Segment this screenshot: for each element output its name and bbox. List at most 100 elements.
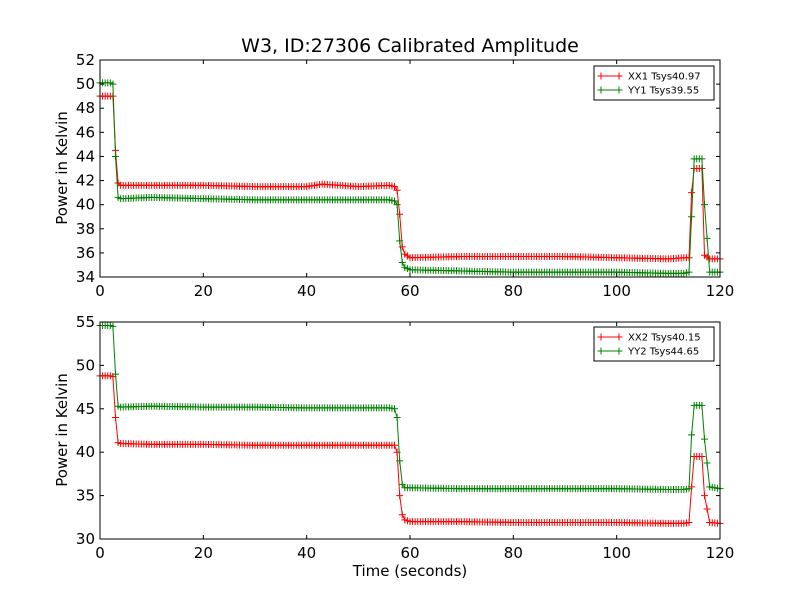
x-tick-label: 100 [602, 544, 631, 562]
top-y-axis-label: Power in Kelvin [53, 111, 71, 225]
y-tick-label: 38 [76, 220, 95, 238]
data-point-marker [688, 189, 696, 197]
bottom-axes-ticks: 0 20 40 60 80 100 120 30 35 40 45 50 55 [76, 313, 734, 562]
data-point-marker [701, 435, 708, 443]
legend-box [593, 326, 715, 362]
data-point-marker [703, 459, 711, 467]
x-tick-label: 60 [400, 544, 419, 562]
x-tick-label: 20 [194, 282, 213, 300]
y-tick-label: 55 [76, 313, 95, 331]
legend-entry: YY2 Tsys44.65 [597, 347, 699, 358]
legend-marker [615, 347, 623, 355]
series-yy1 [96, 79, 724, 277]
data-point-marker [685, 254, 693, 262]
data-point-marker [703, 505, 711, 513]
legend-box [593, 65, 715, 101]
y-tick-label: 30 [76, 530, 95, 548]
y-tick-label: 50 [76, 356, 95, 374]
data-point-marker [393, 201, 401, 209]
series-yy2 [96, 321, 724, 494]
legend-entry: YY1 Tsys39.55 [597, 86, 699, 97]
x-axis-label: Time (seconds) [352, 562, 468, 580]
legend-marker [615, 72, 623, 80]
data-point-marker [701, 492, 708, 500]
y-tick-label: 40 [76, 196, 95, 214]
top-legend: XX1 Tsys40.97 YY1 Tsys39.55 [593, 65, 715, 101]
top-axes-ticks: 0 20 40 60 80 100 120 34 36 38 40 42 44 46 48 50 52 [76, 51, 734, 300]
x-tick-label: 120 [706, 282, 735, 300]
series-line [100, 95, 720, 260]
data-point-marker [685, 485, 693, 493]
legend-label: YY1 Tsys39.55 [627, 86, 699, 97]
legend-label: XX2 Tsys40.15 [628, 333, 701, 344]
x-tick-label: 0 [95, 544, 105, 562]
x-tick-label: 40 [297, 282, 316, 300]
data-point-marker [396, 237, 404, 245]
series-xx2 [96, 372, 724, 527]
legend-entry: XX1 Tsys40.97 [597, 72, 701, 83]
x-tick-label: 20 [194, 544, 213, 562]
x-tick-label: 80 [504, 282, 523, 300]
legend-entry: XX2 Tsys40.15 [597, 333, 701, 344]
data-point-marker [703, 234, 711, 242]
legend-label: YY2 Tsys44.65 [627, 347, 699, 358]
y-tick-label: 46 [76, 123, 95, 141]
x-tick-label: 80 [504, 544, 523, 562]
data-point-marker [391, 441, 398, 449]
bottom-plot-data [96, 321, 724, 527]
legend-marker [597, 347, 605, 355]
series-xx1 [96, 92, 724, 263]
data-point-marker [698, 401, 706, 409]
legend-marker [615, 86, 623, 94]
legend-marker [597, 72, 605, 80]
data-point-marker [112, 152, 119, 160]
y-tick-label: 36 [76, 244, 95, 262]
y-tick-label: 40 [76, 443, 95, 461]
series-line [100, 375, 721, 524]
data-point-marker [685, 268, 693, 276]
legend-marker [597, 86, 605, 94]
legend-label: XX1 Tsys40.97 [628, 72, 701, 83]
x-tick-label: 0 [95, 282, 105, 300]
y-tick-label: 34 [76, 268, 95, 286]
bottom-y-axis-label: Power in Kelvin [53, 373, 71, 487]
data-point-marker [396, 457, 404, 465]
y-tick-label: 44 [76, 147, 95, 165]
data-point-marker [688, 213, 696, 221]
data-point-marker [393, 186, 401, 194]
data-point-marker [701, 201, 708, 209]
data-point-marker [396, 492, 404, 500]
data-point-marker [112, 370, 119, 378]
data-point-marker [398, 259, 406, 267]
chart-title: W3, ID:27306 Calibrated Amplitude [241, 35, 579, 57]
data-point-marker [688, 431, 696, 439]
y-tick-label: 35 [76, 487, 95, 505]
data-point-marker [393, 413, 401, 421]
data-point-marker [391, 405, 398, 413]
data-point-marker [109, 322, 117, 330]
data-point-marker [698, 155, 706, 163]
x-tick-label: 120 [706, 544, 735, 562]
bottom-legend: XX2 Tsys40.15 YY2 Tsys44.65 [593, 326, 715, 362]
data-point-marker [685, 519, 693, 527]
data-point-marker [391, 183, 398, 191]
series-line [100, 82, 720, 274]
y-tick-label: 48 [76, 99, 95, 117]
legend-marker [615, 333, 623, 341]
data-point-marker [398, 243, 406, 251]
y-tick-label: 45 [76, 400, 95, 418]
y-tick-label: 42 [76, 172, 95, 190]
top-plot-data [96, 79, 724, 277]
legend-marker [597, 333, 605, 341]
data-point-marker [698, 453, 706, 461]
x-tick-label: 100 [602, 282, 631, 300]
x-tick-label: 40 [297, 544, 316, 562]
data-point-marker [391, 197, 398, 205]
data-point-marker [112, 413, 119, 421]
data-point-marker [398, 511, 406, 519]
y-tick-label: 52 [76, 51, 95, 69]
top-panel: 0 20 40 60 80 100 120 34 36 38 40 42 44 46 48 50 52 Powe… [53, 51, 734, 300]
bottom-panel: 0 20 40 60 80 100 120 30 35 40 45 50 55 Power in Kel… [53, 313, 734, 580]
data-point-marker [109, 80, 117, 88]
